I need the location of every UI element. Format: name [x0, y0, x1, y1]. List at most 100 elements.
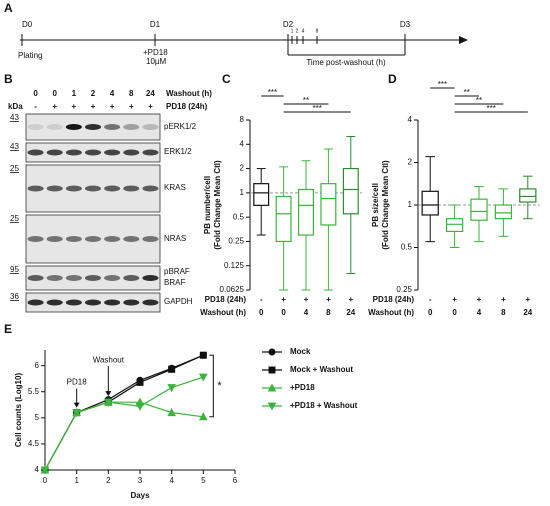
band	[104, 185, 121, 192]
band	[84, 275, 102, 281]
y-tick-label: 5.5	[28, 387, 40, 396]
band-label: GAPDH	[164, 297, 193, 306]
x-tick-label: 4	[477, 308, 482, 317]
box	[421, 190, 439, 216]
panel-label: C	[222, 72, 231, 86]
day-label: D3	[400, 20, 411, 29]
band	[104, 124, 121, 130]
band	[104, 299, 121, 306]
band	[104, 236, 121, 242]
sig-label: ***	[313, 104, 322, 113]
y-label-line: PB size/cell	[371, 183, 380, 227]
kda-marker: 43	[10, 142, 19, 151]
kda: kDa	[8, 102, 23, 111]
data-point	[136, 378, 144, 386]
y-tick-label: 2	[408, 158, 413, 167]
y-tick-label: 4	[240, 139, 245, 148]
box	[275, 195, 292, 243]
sig-label: **	[303, 96, 309, 105]
band	[65, 236, 82, 242]
box	[494, 204, 513, 220]
y-label-line: (Fold Change Mean Ctl)	[213, 160, 222, 250]
panel-label: A	[4, 1, 13, 15]
band	[46, 149, 63, 156]
washout-label: 0	[33, 89, 38, 98]
row-label: PD18 (24h)	[205, 295, 247, 304]
y-tick-label: 4	[408, 115, 413, 124]
band	[46, 185, 63, 192]
y-tick-label: 0.125	[224, 261, 245, 270]
panel-label: E	[4, 322, 12, 336]
data-point	[199, 351, 207, 359]
pd18-label: +	[326, 295, 331, 304]
washout-label: 4	[110, 89, 115, 98]
row-label: Washout (h)	[368, 308, 414, 317]
bracket-label: Time post-washout (h)	[306, 58, 386, 67]
band-label: pERK1/2	[164, 122, 197, 131]
series-line	[44, 401, 204, 471]
pd18-label: +	[525, 295, 530, 304]
band	[65, 275, 82, 281]
pd18-label: +	[348, 295, 353, 304]
row-label: Washout (h)	[166, 89, 212, 98]
band	[65, 185, 82, 192]
data-point	[40, 466, 50, 475]
bracket	[287, 46, 406, 56]
box	[320, 183, 337, 226]
band-label: NRAS	[164, 234, 186, 243]
washout-label: 1	[72, 89, 77, 98]
y-axis-label: PB number/cell(Fold Change Mean Ctl)	[203, 160, 222, 250]
pd18-label: +	[148, 102, 153, 111]
day-label: D2	[283, 20, 294, 29]
legend-marker	[267, 383, 277, 392]
pd18-label: +	[452, 295, 457, 304]
x-axis-label: Days	[130, 491, 150, 500]
band-label: BRAF	[164, 278, 185, 287]
day-label: D1	[150, 20, 161, 29]
kda-marker: 36	[10, 292, 19, 301]
band-label: ERK1/2	[164, 147, 192, 156]
legend-label: +PD18 + Washout	[290, 401, 358, 410]
pd18-label: +	[281, 295, 286, 304]
x-tick-label: 5	[201, 476, 206, 485]
band	[27, 236, 44, 242]
box	[445, 218, 464, 233]
band	[123, 185, 140, 192]
row-label: PD18 (24h)	[373, 295, 415, 304]
band	[27, 124, 44, 130]
band	[142, 185, 159, 192]
band	[123, 236, 140, 242]
pd18-label: -	[34, 102, 37, 111]
y-label-line: PB number/cell	[203, 176, 212, 234]
pd18-label: +	[304, 295, 309, 304]
washout-label: 8	[129, 89, 134, 98]
box	[342, 167, 359, 215]
pd18-label: +	[501, 295, 506, 304]
band	[142, 149, 159, 156]
band	[27, 299, 44, 306]
band	[84, 299, 102, 306]
y-tick-label: 0.5	[401, 243, 413, 252]
band-label: KRAS	[164, 183, 186, 192]
box	[470, 198, 488, 221]
y-tick-label: 0.25	[396, 285, 412, 294]
panel-label: B	[4, 72, 13, 86]
washout-label: 2	[91, 89, 96, 98]
pd18-label: +	[52, 102, 57, 111]
pd18-label: -	[260, 295, 263, 304]
y-tick-label: 0.5	[233, 212, 245, 221]
band	[65, 149, 82, 156]
legend-label: Mock	[290, 347, 311, 356]
x-tick-label: 6	[233, 476, 238, 485]
y-tick-label: 5	[35, 413, 40, 422]
band	[84, 149, 102, 156]
band	[46, 236, 63, 242]
y-tick-label: 8	[240, 115, 245, 124]
legend-marker	[267, 402, 277, 411]
x-tick-label: 4	[304, 308, 309, 317]
x-tick-label: 8	[501, 308, 506, 317]
sig-label: ***	[487, 104, 496, 113]
band	[46, 299, 63, 306]
band	[123, 299, 140, 306]
